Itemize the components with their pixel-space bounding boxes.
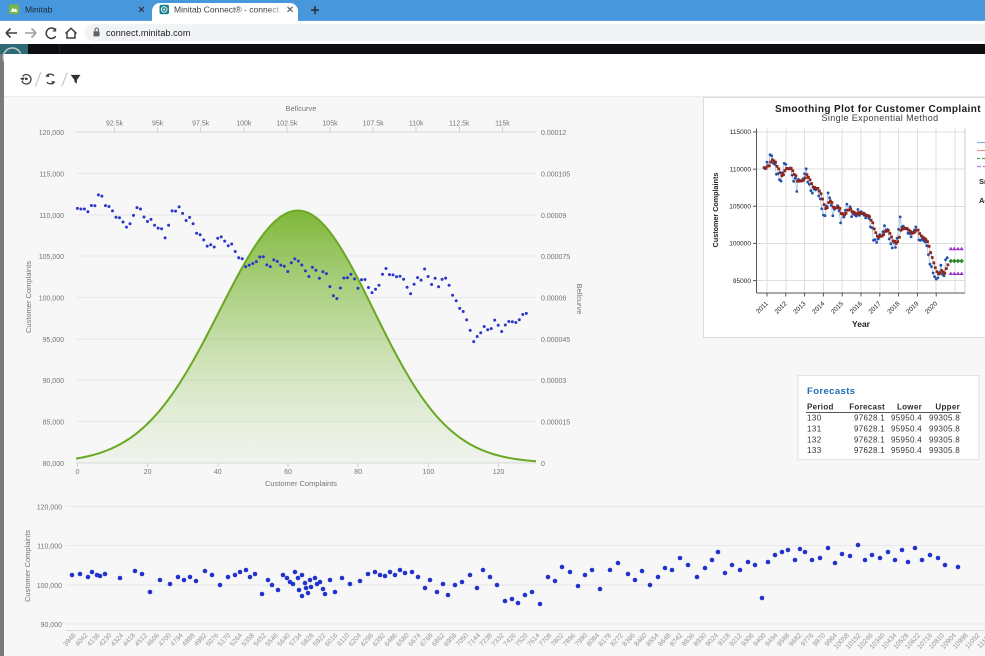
svg-text:105k: 105k: [322, 121, 338, 128]
svg-text:60: 60: [284, 469, 292, 476]
svg-text:Customer Complaints: Customer Complaints: [24, 261, 33, 333]
svg-text:130: 130: [807, 414, 822, 423]
svg-text:40: 40: [214, 469, 222, 476]
svg-text:0.000105: 0.000105: [541, 171, 570, 178]
svg-text:0.00003: 0.00003: [541, 378, 566, 385]
svg-text:Minitab Connect® - connect.min: Minitab Connect® - connect.minitab.com: [174, 5, 327, 15]
svg-text:102.5k: 102.5k: [276, 121, 298, 128]
svg-text:97.5k: 97.5k: [192, 121, 210, 128]
svg-text:90,000: 90,000: [43, 378, 65, 385]
svg-text:110,000: 110,000: [39, 213, 64, 220]
svg-text:Smoothing: Smoothing: [979, 177, 985, 186]
svg-text:Single Exponential Method: Single Exponential Method: [821, 113, 938, 123]
svg-text:Customer Complaints: Customer Complaints: [711, 173, 720, 248]
svg-text:97628.1: 97628.1: [854, 446, 885, 455]
svg-text:115k: 115k: [495, 121, 510, 128]
svg-text:Period: Period: [807, 403, 834, 412]
svg-text:Lower: Lower: [897, 403, 922, 412]
svg-text:Forecast: Forecast: [849, 403, 885, 412]
svg-text:95950.4: 95950.4: [891, 435, 922, 444]
svg-text:0.00009: 0.00009: [541, 213, 566, 220]
svg-text:80: 80: [354, 469, 362, 476]
svg-text:20: 20: [144, 469, 152, 476]
svg-text:105000: 105000: [729, 204, 751, 211]
svg-text:95950.4: 95950.4: [891, 424, 922, 433]
svg-text:6016: 6016: [324, 632, 339, 648]
svg-text:0.000045: 0.000045: [541, 337, 570, 344]
svg-text:100k: 100k: [236, 121, 252, 128]
svg-text:97628.1: 97628.1: [854, 414, 885, 423]
svg-text:95950.4: 95950.4: [891, 446, 922, 455]
svg-text:110000: 110000: [730, 166, 752, 173]
svg-text:Forecasts: Forecasts: [807, 386, 855, 397]
svg-text:Smoothing Plot for Customer Co: Smoothing Plot for Customer Complaint: [775, 104, 981, 115]
svg-text:80,000: 80,000: [43, 461, 65, 468]
svg-text:100: 100: [423, 469, 435, 476]
svg-text:0.000015: 0.000015: [541, 420, 570, 427]
svg-text:95000: 95000: [733, 278, 751, 285]
svg-text:11186: 11186: [976, 632, 985, 650]
svg-text:97628.1: 97628.1: [854, 435, 885, 444]
svg-text:connect.minitab.com: connect.minitab.com: [106, 28, 190, 38]
svg-text:95950.4: 95950.4: [891, 414, 922, 423]
svg-text:0.000075: 0.000075: [541, 254, 570, 261]
svg-text:110,000: 110,000: [37, 544, 62, 551]
svg-text:85,000: 85,000: [43, 420, 65, 427]
svg-text:99305.8: 99305.8: [929, 424, 960, 433]
svg-text:131: 131: [807, 424, 822, 433]
svg-text:107.5k: 107.5k: [363, 121, 385, 128]
svg-text:Customer Complaints: Customer Complaints: [265, 479, 337, 488]
svg-text:90,000: 90,000: [41, 622, 63, 629]
svg-text:132: 132: [807, 435, 822, 444]
svg-text:92.5k: 92.5k: [106, 121, 124, 128]
svg-text:0.00012: 0.00012: [541, 130, 566, 137]
svg-text:Accuracy: Accuracy: [979, 196, 985, 205]
svg-text:95,000: 95,000: [43, 337, 65, 344]
svg-text:112.5k: 112.5k: [449, 121, 470, 128]
svg-text:120,000: 120,000: [39, 130, 64, 137]
svg-text:Minitab: Minitab: [25, 4, 53, 14]
svg-text:99305.8: 99305.8: [929, 435, 960, 444]
svg-text:95k: 95k: [152, 121, 164, 128]
svg-text:0: 0: [75, 469, 79, 476]
svg-text:97628.1: 97628.1: [854, 424, 885, 433]
svg-text:99305.8: 99305.8: [929, 414, 960, 423]
svg-text:Bellcurve: Bellcurve: [575, 284, 584, 315]
svg-text:105,000: 105,000: [39, 254, 64, 261]
svg-text:100000: 100000: [729, 241, 751, 248]
svg-text:Customer Complaints: Customer Complaints: [23, 530, 32, 602]
svg-text:99305.8: 99305.8: [929, 446, 960, 455]
svg-text:120: 120: [493, 469, 505, 476]
svg-text:133: 133: [807, 446, 822, 455]
svg-text:100,000: 100,000: [39, 296, 64, 303]
svg-text:115,000: 115,000: [39, 171, 64, 178]
svg-text:115000: 115000: [730, 129, 752, 136]
svg-text:Year: Year: [852, 319, 871, 329]
svg-text:Bellcurve: Bellcurve: [286, 104, 317, 113]
svg-text:9024: 9024: [705, 632, 720, 648]
svg-text:0: 0: [541, 461, 545, 468]
svg-text:100,000: 100,000: [37, 583, 62, 590]
svg-text:0.00006: 0.00006: [541, 296, 566, 303]
svg-text:Upper: Upper: [935, 403, 960, 412]
svg-text:120,000: 120,000: [37, 505, 62, 512]
svg-text:110k: 110k: [409, 121, 424, 128]
